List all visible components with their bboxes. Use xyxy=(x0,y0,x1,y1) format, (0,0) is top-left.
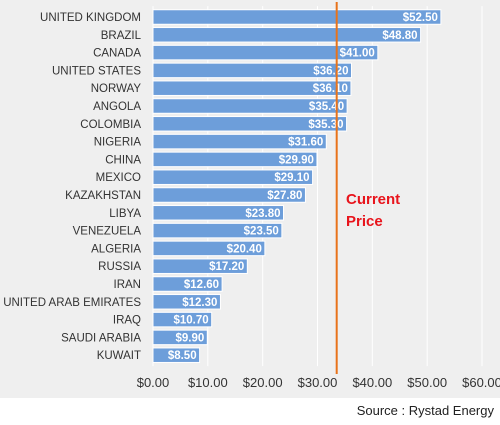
bar xyxy=(152,27,422,43)
x-tick-label: $50.00 xyxy=(407,375,447,390)
x-tick-label: $40.00 xyxy=(352,375,392,390)
bar xyxy=(152,258,248,274)
x-tick-label: $30.00 xyxy=(298,375,338,390)
category-label: RUSSIA xyxy=(98,261,141,273)
value-label: $27.80 xyxy=(267,190,302,202)
value-label: $12.60 xyxy=(184,279,219,291)
bar xyxy=(152,222,283,239)
bar xyxy=(152,98,348,114)
value-label: $36.10 xyxy=(313,83,348,95)
category-label: IRAN xyxy=(114,279,141,291)
x-tick-label: $20.00 xyxy=(243,375,283,390)
category-label: CHINA xyxy=(105,154,141,166)
value-label: $9.90 xyxy=(176,332,205,344)
category-label: BRAZIL xyxy=(101,30,142,42)
category-label: UNITED ARAB EMIRATES xyxy=(3,297,141,309)
bar xyxy=(152,151,318,168)
category-label: ANGOLA xyxy=(93,101,141,113)
value-label: $35.40 xyxy=(309,101,344,113)
category-label: COLOMBIA xyxy=(80,119,141,131)
category-label: NORWAY xyxy=(91,83,142,95)
category-label: VENEZUELA xyxy=(73,226,142,238)
bar xyxy=(152,276,223,292)
value-label: $35.30 xyxy=(308,119,343,131)
value-label: $12.30 xyxy=(182,297,217,309)
value-label: $10.70 xyxy=(173,315,208,327)
category-label: SAUDI ARABIA xyxy=(61,332,141,344)
value-label: $23.80 xyxy=(245,208,280,220)
x-tick-label: $10.00 xyxy=(188,375,228,390)
category-label: UNITED STATES xyxy=(52,65,141,77)
value-label: $48.80 xyxy=(382,30,417,42)
value-label: $20.40 xyxy=(227,243,262,255)
bar xyxy=(152,116,348,132)
value-label: $29.90 xyxy=(279,154,314,166)
bar xyxy=(152,133,327,150)
value-label: $17.20 xyxy=(209,261,244,273)
bar xyxy=(152,347,201,363)
category-label: UNITED KINGDOM xyxy=(40,12,141,24)
bar xyxy=(152,9,442,25)
x-tick-label: $60.00 xyxy=(462,375,500,390)
source-note: Source : Rystad Energy xyxy=(356,403,494,418)
bar xyxy=(152,187,306,203)
category-label: LIBYA xyxy=(109,208,141,220)
bar-chart: $0.00 $10.00 $20.00 $30.00 $40.00 $50.00 $60.0… xyxy=(3,2,500,390)
bar xyxy=(152,294,221,310)
category-label: KUWAIT xyxy=(97,350,141,362)
value-label: $52.50 xyxy=(403,12,438,24)
category-label: IRAQ xyxy=(113,315,141,327)
x-tick-label: $0.00 xyxy=(137,375,170,390)
bar xyxy=(152,329,208,346)
value-label: $29.10 xyxy=(274,172,309,184)
category-label: ALGERIA xyxy=(91,243,141,255)
category-label: KAZAKHSTAN xyxy=(65,190,141,202)
current-price-label: Price xyxy=(346,213,383,230)
value-label: $41.00 xyxy=(340,48,375,60)
bar xyxy=(152,62,352,79)
value-label: $23.50 xyxy=(244,226,279,238)
category-label: CANADA xyxy=(93,48,141,60)
bar xyxy=(152,240,266,257)
bar xyxy=(152,311,213,328)
current-price-label: Current xyxy=(346,191,400,208)
bar xyxy=(152,80,352,96)
category-label: NIGERIA xyxy=(94,137,142,149)
value-label: $36.20 xyxy=(313,65,348,77)
value-label: $8.50 xyxy=(168,350,197,362)
bar xyxy=(152,205,285,221)
value-label: $31.60 xyxy=(288,137,323,149)
bar xyxy=(152,44,379,61)
category-label: MEXICO xyxy=(96,172,141,184)
bar xyxy=(152,169,314,185)
